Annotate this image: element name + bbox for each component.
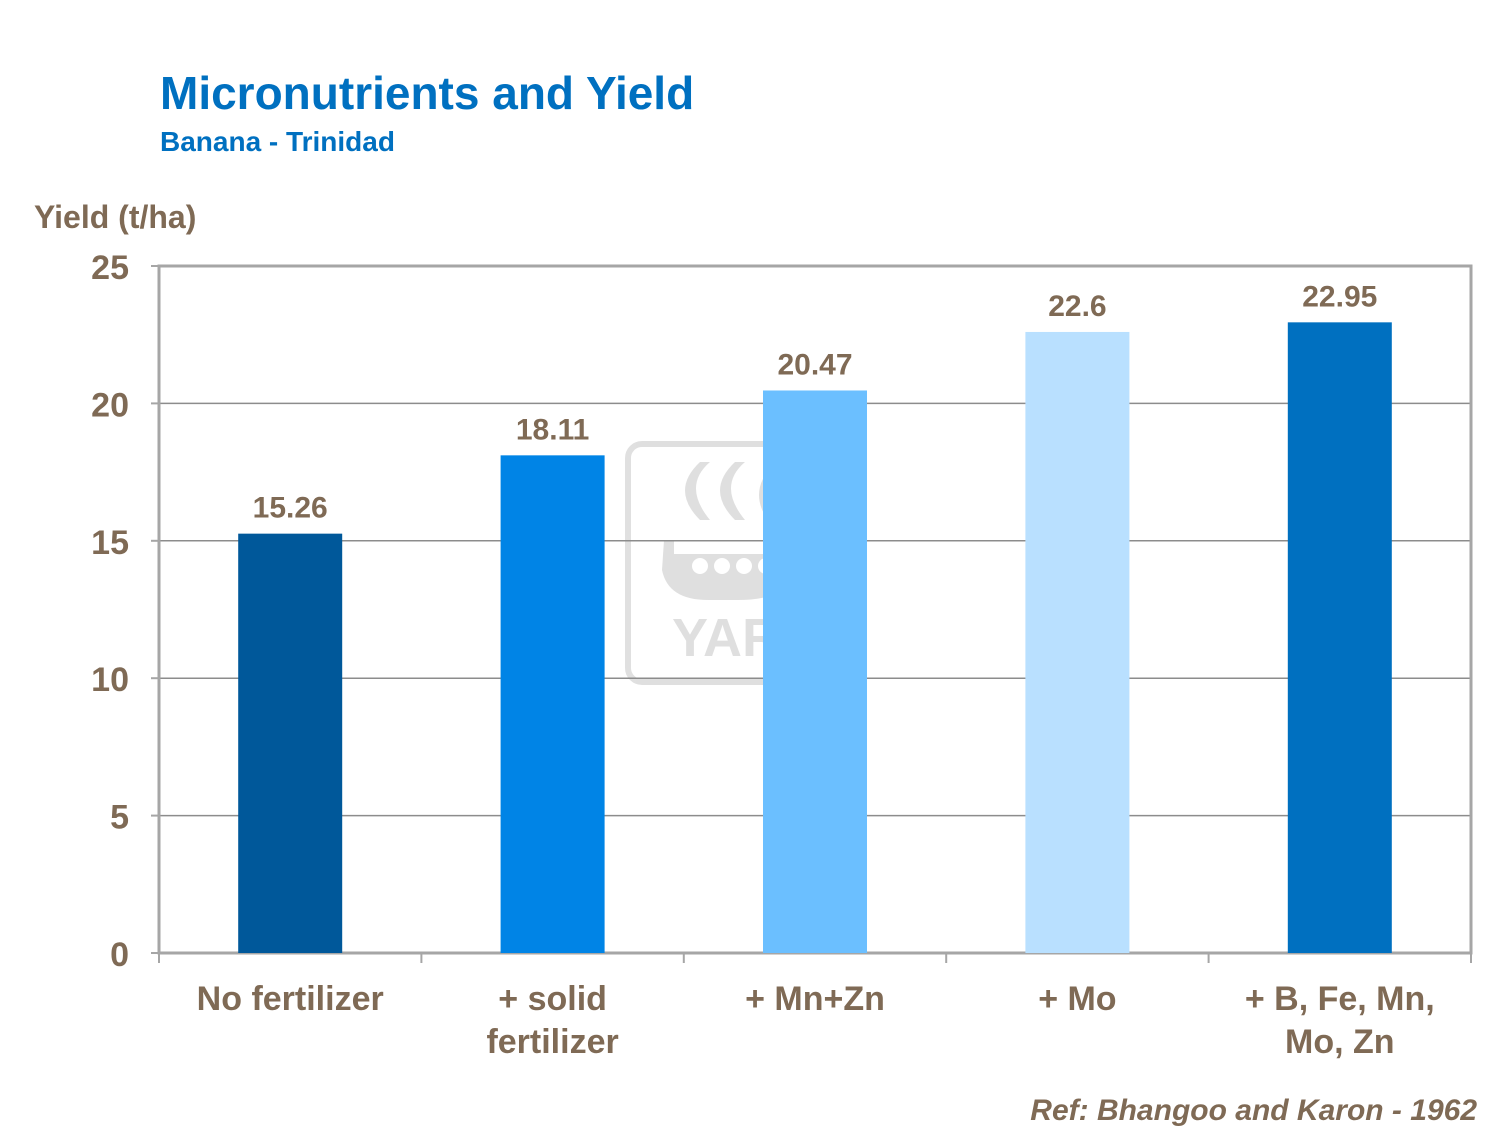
x-tick-label: + Mo	[1038, 980, 1116, 1018]
bar	[1025, 331, 1130, 953]
x-tick-label-line: No fertilizer	[197, 980, 384, 1018]
data-label: 22.95	[1302, 280, 1377, 313]
data-label: 18.11	[516, 413, 589, 446]
x-tick-label-line: + solid	[498, 980, 607, 1018]
page-title: Micronutrients and Yield	[160, 67, 695, 119]
x-tick-label-line: + Mn+Zn	[745, 980, 885, 1018]
data-label: 20.47	[777, 348, 852, 381]
x-tick-label: No fertilizer	[197, 980, 384, 1018]
y-tick-label: 15	[91, 524, 129, 562]
x-tick-label-line: fertilizer	[486, 1023, 618, 1061]
data-label: 15.26	[253, 492, 328, 525]
y-axis-label: Yield (t/ha)	[34, 199, 196, 235]
bar	[500, 455, 605, 953]
reference-note: Ref: Bhangoo and Karon - 1962	[1030, 1094, 1477, 1126]
page-subtitle: Banana - Trinidad	[160, 126, 395, 157]
bar	[238, 533, 343, 953]
x-tick-label: + Mn+Zn	[745, 980, 885, 1018]
y-tick-label: 20	[91, 386, 129, 424]
data-label: 22.6	[1048, 290, 1106, 323]
bar	[763, 390, 867, 954]
x-tick-label-line: + Mo	[1038, 980, 1116, 1018]
x-tick-label-line: Mo, Zn	[1285, 1023, 1395, 1061]
y-tick-label: 25	[91, 249, 129, 287]
y-tick-label: 5	[110, 799, 129, 837]
x-tick-label-line: + B, Fe, Mn,	[1245, 980, 1435, 1018]
plot-area: 0 5 10 15 20 25 15.26 No fertilizer 18.11 + solid…	[91, 249, 1473, 1061]
x-tick-label: + solid fertilizer	[486, 980, 618, 1061]
x-tick-label: + B, Fe, Mn, Mo, Zn	[1245, 980, 1435, 1061]
y-tick-label: 0	[110, 936, 129, 974]
bar	[1287, 322, 1392, 954]
y-tick-label: 10	[91, 661, 129, 699]
